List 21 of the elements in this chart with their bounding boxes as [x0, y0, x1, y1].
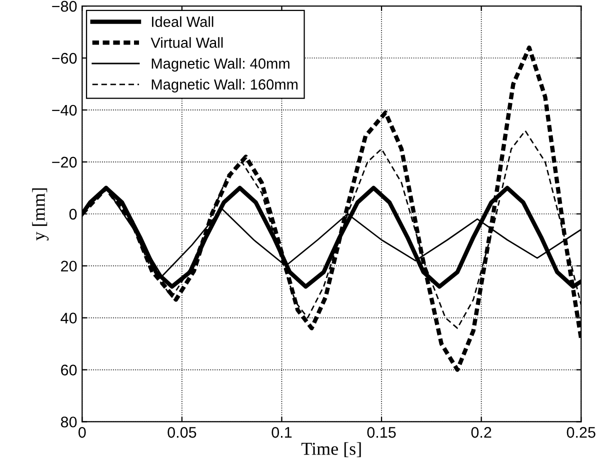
x-tick-label: 0.15	[367, 426, 396, 438]
legend-label: Magnetic Wall: 40mm	[152, 58, 290, 72]
x-tick-label: 0.2	[471, 426, 492, 438]
y-tick-label: 60	[61, 364, 77, 376]
legend-label: Magnetic Wall: 160mm	[152, 78, 298, 93]
y-tick-label: 20	[61, 260, 77, 272]
y-tick-label: −60	[52, 52, 77, 64]
x-tick-label: 0.25	[566, 426, 596, 438]
y-tick-label: 80	[60, 416, 77, 428]
x-tick-label: 0	[78, 426, 86, 438]
x-axis-title: Time [s]	[301, 442, 361, 458]
y-tick-label: −40	[52, 104, 77, 116]
legend-label: Ideal Wall	[152, 16, 214, 27]
y-tick-label: −80	[52, 0, 77, 12]
x-tick-label: 0.1	[272, 426, 292, 438]
legend-label: Virtual Wall	[150, 37, 223, 48]
x-tick-label: 0.05	[168, 426, 196, 438]
y-tick-label: 0	[69, 208, 77, 220]
y-tick-label: 40	[60, 312, 77, 324]
y-tick-label: −20	[52, 156, 77, 168]
y-axis-title: y [mm]	[32, 188, 49, 240]
